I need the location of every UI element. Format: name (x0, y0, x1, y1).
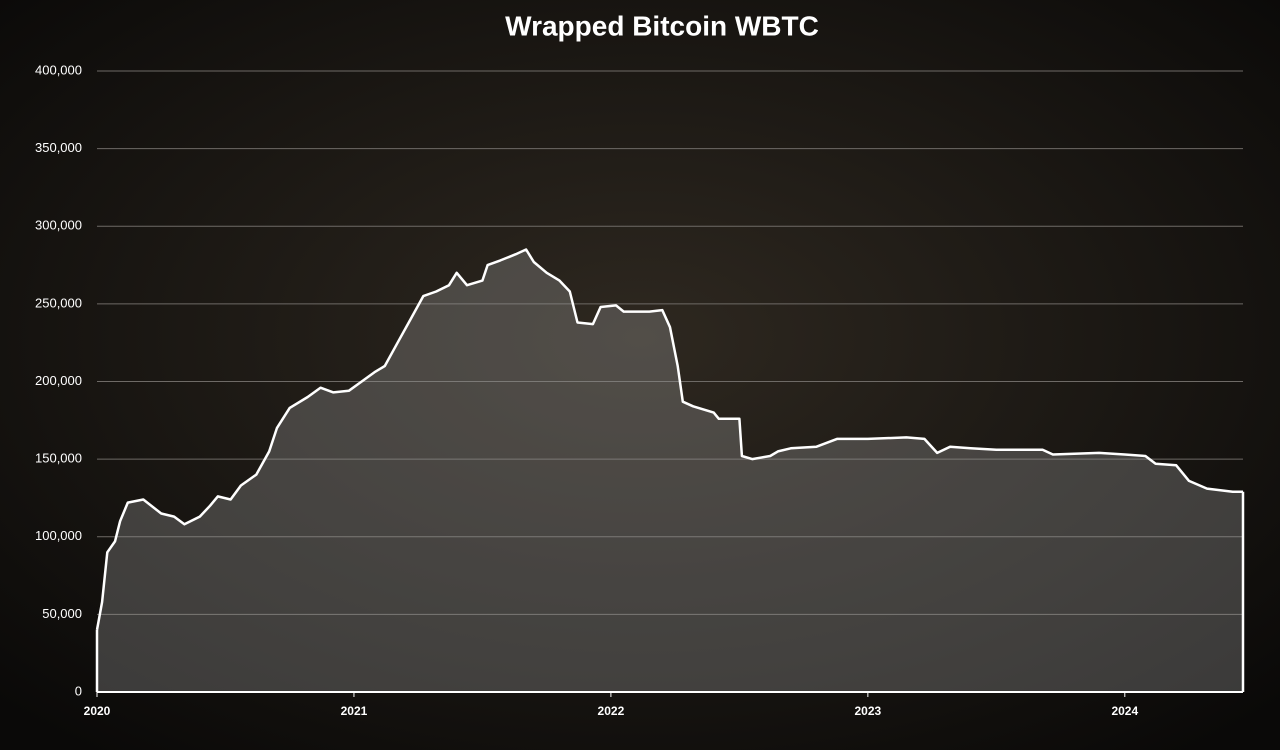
y-tick-label: 350,000 (35, 140, 82, 155)
line (95, 248, 1243, 631)
y-tick-label: 200,000 (35, 373, 82, 388)
y-tick-label: 100,000 (35, 528, 82, 543)
y-tick-label: 50,000 (42, 606, 82, 621)
x-tick-label: 2020 (84, 704, 111, 718)
y-tick-label: 0 (75, 683, 82, 698)
chart-title: Wrapped Bitcoin WBTC (505, 10, 819, 41)
x-tick-label: 2022 (598, 704, 625, 718)
x-tick-label: 2023 (855, 704, 882, 718)
y-tick-label: 400,000 (35, 62, 82, 77)
area (97, 249, 1243, 692)
y-tick-label: 150,000 (35, 451, 82, 466)
x-tick-label: 2024 (1111, 704, 1138, 718)
y-tick-label: 250,000 (35, 295, 82, 310)
x-tick-label: 2021 (341, 704, 368, 718)
y-tick-label: 300,000 (35, 218, 82, 233)
